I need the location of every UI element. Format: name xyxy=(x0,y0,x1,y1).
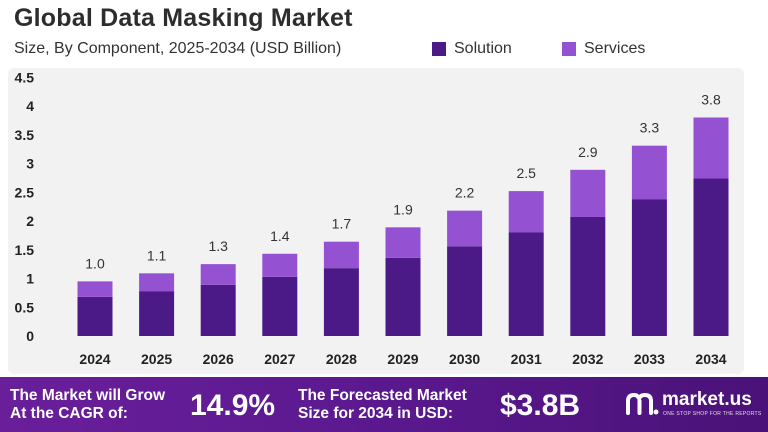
bar-solution-2031 xyxy=(508,232,544,336)
y-tick-label: 2.5 xyxy=(15,184,35,200)
y-tick-label: 4.5 xyxy=(15,69,35,85)
y-tick-label: 3.5 xyxy=(15,127,35,143)
y-tick-label: 1.5 xyxy=(15,242,35,258)
y-tick-label: 3 xyxy=(26,156,34,172)
bar-total-label: 1.1 xyxy=(147,247,167,263)
bar-solution-2032 xyxy=(570,216,606,336)
legend-item-services: Services xyxy=(562,40,645,58)
forecast-caption-line1: The Forecasted Market xyxy=(298,387,467,404)
x-tick-label: 2034 xyxy=(695,351,726,367)
forecast-caption-line2: Size for 2034 in USD: xyxy=(298,405,454,422)
cagr-caption: The Market will Grow At the CAGR of: xyxy=(10,387,165,423)
bar-services-2032 xyxy=(570,169,606,217)
bar-solution-2034 xyxy=(693,178,729,336)
bar-solution-2027 xyxy=(262,276,298,336)
bar-total-label: 3.3 xyxy=(640,120,660,136)
bar-solution-2029 xyxy=(385,257,421,336)
forecast-value: $3.8B xyxy=(500,389,581,422)
bar-solution-2026 xyxy=(200,284,236,336)
x-tick-label: 2028 xyxy=(326,351,357,367)
x-tick-label: 2032 xyxy=(572,351,603,367)
bar-services-2027 xyxy=(262,253,298,277)
x-tick-label: 2024 xyxy=(79,351,110,367)
x-tick-label: 2025 xyxy=(141,351,172,367)
footer-banner: The Market will Grow At the CAGR of: 14.… xyxy=(0,377,768,432)
y-tick-label: 2 xyxy=(26,213,34,229)
bar-solution-2030 xyxy=(447,246,483,336)
bar-total-label: 3.8 xyxy=(701,92,721,108)
brand-tagline: ONE STOP SHOP FOR THE REPORTS xyxy=(663,411,762,417)
x-tick-label: 2031 xyxy=(511,351,542,367)
bar-total-label: 1.4 xyxy=(270,228,290,244)
bar-total-label: 2.5 xyxy=(516,165,536,181)
x-tick-label: 2027 xyxy=(264,351,295,367)
brand-name: market.us xyxy=(662,389,752,410)
bar-total-label: 2.2 xyxy=(455,185,475,201)
bar-services-2024 xyxy=(77,281,113,297)
chart-background xyxy=(8,68,744,374)
cagr-value: 14.9% xyxy=(190,389,276,422)
legend-swatch-solution xyxy=(432,42,446,56)
bar-solution-2028 xyxy=(323,268,359,336)
bar-services-2025 xyxy=(139,273,175,292)
y-tick-label: 1 xyxy=(26,271,34,287)
bar-solution-2025 xyxy=(139,291,175,336)
bar-services-2034 xyxy=(693,117,729,179)
bar-solution-2024 xyxy=(77,296,113,336)
x-tick-label: 2033 xyxy=(634,351,665,367)
bar-solution-2033 xyxy=(631,199,667,336)
bar-services-2028 xyxy=(323,241,359,269)
y-tick-label: 4 xyxy=(26,98,34,114)
bar-services-2026 xyxy=(200,264,236,285)
legend-swatch-services xyxy=(562,42,576,56)
bar-services-2029 xyxy=(385,227,421,258)
bar-total-label: 1.7 xyxy=(332,216,352,232)
x-tick-label: 2029 xyxy=(387,351,418,367)
y-tick-label: 0.5 xyxy=(15,299,35,315)
y-tick-label: 0 xyxy=(26,328,34,344)
cagr-caption-line2: At the CAGR of: xyxy=(10,405,128,422)
bar-total-label: 1.0 xyxy=(85,255,105,271)
x-tick-label: 2030 xyxy=(449,351,480,367)
chart-title: Global Data Masking Market xyxy=(14,4,353,32)
bar-total-label: 1.3 xyxy=(208,238,228,254)
bar-services-2030 xyxy=(447,210,483,247)
chart-subtitle: Size, By Component, 2025-2034 (USD Billi… xyxy=(14,40,342,57)
bar-total-label: 1.9 xyxy=(393,201,413,217)
legend-label-services: Services xyxy=(584,40,646,57)
cagr-caption-line1: The Market will Grow xyxy=(10,387,166,404)
x-tick-label: 2026 xyxy=(203,351,234,367)
legend-item-solution: Solution xyxy=(432,40,512,58)
legend-label-solution: Solution xyxy=(454,40,512,57)
market-us-logo-icon xyxy=(626,392,659,415)
bar-services-2031 xyxy=(508,191,544,233)
stacked-bar-chart: 0 0.5 1 1.5 2 2.5 3 3.5 4 4.5 1.0 2024 1.1 2025 1.3 202… xyxy=(15,69,729,367)
forecast-caption: The Forecasted Market Size for 2034 in U… xyxy=(298,387,467,423)
bar-services-2033 xyxy=(631,145,667,200)
bar-total-label: 2.9 xyxy=(578,144,598,160)
